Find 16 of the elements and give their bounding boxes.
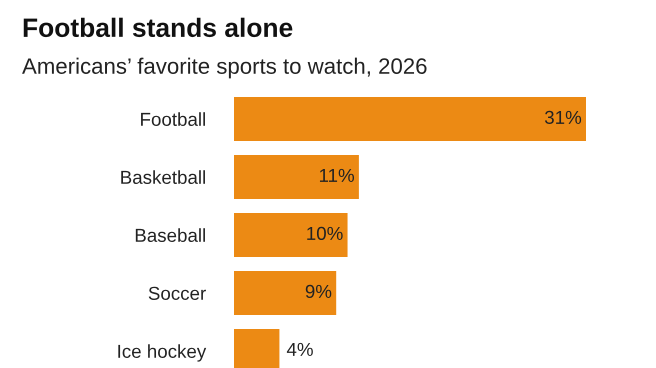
data-label: 9%: [306, 284, 332, 298]
y-tick-label: Football: [141, 112, 205, 126]
data-label: 31%: [544, 110, 582, 124]
data-label: 11%: [320, 168, 354, 182]
y-tick-label: Baseball: [136, 228, 205, 242]
data-label: 4%: [286, 342, 313, 356]
bar: [234, 154, 359, 200]
y-tick-label: Basketball: [121, 170, 205, 184]
chart-subtitle: Americans’ favorite sports to watch, 2026: [22, 58, 427, 78]
bar: [234, 270, 336, 316]
chart-title: Football stands alone: [24, 18, 292, 38]
bar: [234, 212, 348, 258]
bar: [234, 96, 586, 142]
y-tick-label: Soccer: [148, 286, 206, 300]
y-tick-label: Ice hockey: [118, 344, 206, 362]
data-label: 10%: [307, 226, 343, 240]
